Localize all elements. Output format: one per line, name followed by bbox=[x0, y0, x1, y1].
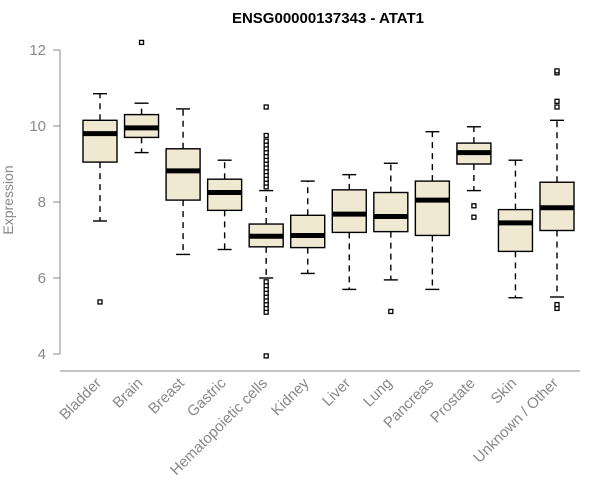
outlier-point bbox=[554, 104, 560, 110]
box-unknown-other bbox=[539, 68, 575, 312]
outlier-point bbox=[263, 353, 269, 359]
outlier-point bbox=[263, 132, 269, 139]
outlier-point bbox=[554, 301, 560, 308]
y-tick-label: 6 bbox=[38, 270, 46, 287]
iqr-box bbox=[331, 189, 367, 234]
y-axis-label: Expression bbox=[0, 165, 16, 234]
outlier-point bbox=[97, 299, 103, 305]
iqr-box bbox=[165, 148, 201, 201]
box-brain bbox=[123, 39, 160, 154]
chart-title: ENSG00000137343 - ATAT1 bbox=[232, 10, 424, 27]
outlier-point bbox=[263, 138, 269, 144]
x-tick-label: Brain bbox=[110, 375, 147, 412]
box-kidney bbox=[290, 180, 326, 275]
box-skin bbox=[497, 159, 534, 299]
outlier-point bbox=[554, 98, 560, 104]
box-pancreas bbox=[414, 130, 451, 291]
x-tick-label: Kidney bbox=[268, 374, 313, 419]
x-tick-label: Skin bbox=[488, 375, 521, 408]
box-liver bbox=[331, 173, 367, 291]
box-hematopoietic-cells bbox=[248, 104, 284, 359]
y-tick-label: 12 bbox=[29, 42, 46, 59]
x-tick-label: Breast bbox=[145, 374, 188, 417]
y-tick-label: 10 bbox=[29, 118, 46, 135]
x-tick-label: Prostate bbox=[427, 375, 479, 427]
x-tick-label: Liver bbox=[319, 375, 354, 410]
x-tick-label: Bladder bbox=[56, 375, 105, 424]
outlier-point bbox=[263, 104, 269, 110]
outlier-point bbox=[263, 279, 269, 285]
y-tick-label: 4 bbox=[38, 346, 46, 363]
outlier-point bbox=[471, 214, 477, 220]
box-bladder bbox=[82, 92, 118, 305]
y-axis: 4 6 8 10 12 bbox=[29, 42, 61, 363]
iqr-box bbox=[373, 191, 409, 233]
iqr-box bbox=[497, 208, 534, 253]
outlier-point bbox=[471, 203, 477, 209]
outlier-point bbox=[138, 39, 145, 46]
box-gastric bbox=[206, 159, 243, 251]
box-breast bbox=[165, 108, 201, 256]
box-prostate bbox=[456, 126, 492, 220]
outlier-point bbox=[554, 68, 560, 74]
x-tick-label: Lung bbox=[360, 375, 396, 411]
box-lung bbox=[373, 162, 409, 315]
iqr-box bbox=[414, 180, 451, 237]
iqr-box bbox=[290, 214, 326, 249]
iqr-box bbox=[82, 119, 118, 163]
outlier-point bbox=[388, 308, 394, 315]
y-tick-label: 8 bbox=[38, 194, 46, 211]
box-series bbox=[82, 39, 575, 359]
